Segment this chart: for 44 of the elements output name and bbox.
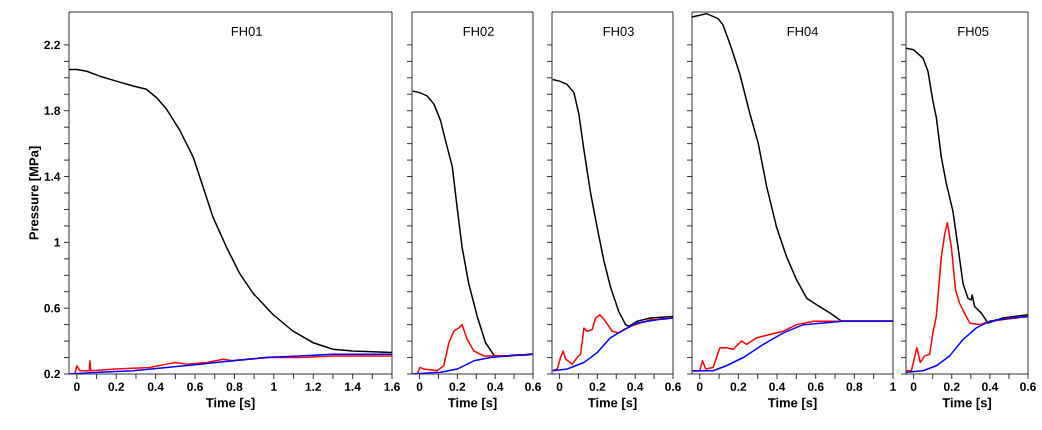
x-tick-label: 0.4	[487, 382, 504, 391]
x-tick-label: 0.2	[589, 382, 606, 391]
x-tick-label: 0.6	[1020, 382, 1036, 391]
x-tick-label: 1.2	[305, 382, 322, 391]
text: FH05	[958, 26, 989, 36]
x-tick-label: 0.4	[769, 382, 786, 391]
text: FH01	[231, 26, 262, 36]
x-tick-label: 1.6	[384, 382, 400, 391]
y-tick-label: 0.6	[44, 303, 61, 313]
x-tick-label: 1.4	[345, 382, 361, 391]
x-axis-title: Time [s]	[942, 397, 991, 410]
x-tick-label: 0.2	[449, 382, 466, 391]
x-tick-label: 0.4	[147, 382, 164, 391]
x-tick-label: 0.6	[807, 382, 824, 391]
text: FH04	[787, 26, 819, 36]
x-tick-label: 0.2	[730, 382, 747, 391]
x-tick-label: 0.2	[943, 382, 960, 391]
x-tick-label: 0.8	[226, 382, 243, 391]
x-axis-title: Time [s]	[767, 397, 817, 410]
x-tick-label: 0	[696, 382, 703, 391]
text: FH02	[463, 26, 494, 36]
x-tick-label: 0.2	[108, 382, 125, 391]
y-tick-label: 0.2	[44, 369, 60, 379]
y-tick-label: 1	[54, 238, 61, 247]
y-tick-label: 2.2	[44, 40, 60, 50]
x-tick-label: 0.6	[525, 382, 541, 391]
x-axis-title: Time [s]	[205, 397, 255, 410]
x-tick-label: 1	[271, 382, 277, 391]
y-axis-title: Pressure [MPa]	[28, 146, 42, 240]
x-tick-label: 0.4	[627, 382, 644, 391]
y-tick-label: 1.8	[44, 106, 61, 115]
x-tick-label: 0	[74, 382, 80, 391]
x-tick-label: 0	[910, 382, 917, 391]
y-tick-label: 1.4	[44, 172, 61, 181]
x-tick-label: 0.6	[187, 382, 203, 391]
x-tick-label: 0	[416, 382, 423, 391]
x-axis-title: Time [s]	[587, 397, 637, 410]
x-tick-label: 0	[556, 382, 563, 391]
x-tick-label: 0.8	[846, 382, 863, 391]
x-tick-label: 0.4	[982, 382, 999, 391]
x-tick-label: 1	[890, 382, 896, 391]
x-tick-label: 0.6	[665, 382, 681, 391]
x-axis-title: Time [s]	[447, 397, 497, 410]
text: FH03	[603, 26, 634, 36]
